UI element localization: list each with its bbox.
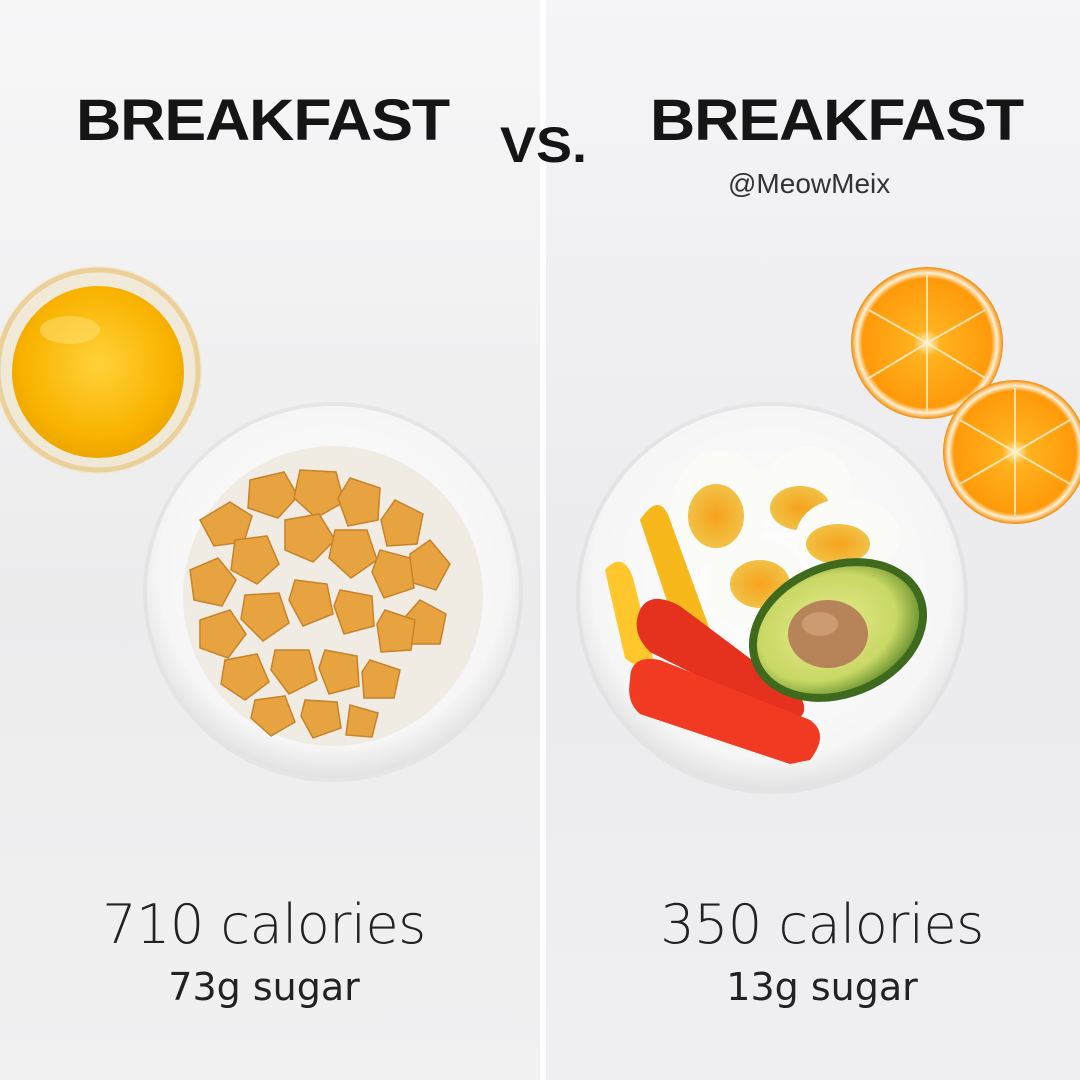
egg-avocado-plate	[576, 402, 968, 794]
left-calories: 710 calories	[102, 893, 426, 956]
cereal-bowl	[143, 402, 523, 782]
right-sugar: 13g sugar	[726, 965, 918, 1009]
author-handle: @MeowMeix	[728, 168, 891, 199]
panel-divider	[540, 0, 546, 1080]
orange-juice-glass	[0, 266, 202, 474]
left-sugar: 73g sugar	[168, 965, 360, 1009]
versus-label: VS.	[500, 117, 588, 173]
right-heading: BREAKFAST	[650, 88, 1024, 153]
left-heading: BREAKFAST	[76, 88, 450, 153]
right-calories: 350 calories	[660, 893, 984, 956]
orange-halves	[851, 267, 1080, 524]
